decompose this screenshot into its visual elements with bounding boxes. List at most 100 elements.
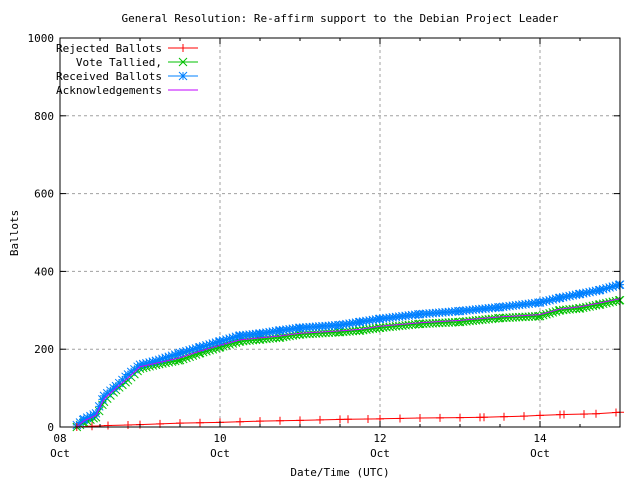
asterisk-marker [142,358,151,368]
legend-label: Acknowledgements [56,84,162,97]
plus-marker [124,420,132,429]
asterisk-marker [82,413,92,423]
asterisk-marker [542,296,551,306]
asterisk-marker [598,284,608,294]
y-tick-label: 800 [34,110,54,123]
plus-marker [436,413,444,422]
y-tick-label: 0 [47,421,54,434]
plus-marker [88,422,96,431]
asterisk-marker [161,353,170,363]
plus-marker [296,416,304,425]
x-marker [351,326,361,336]
asterisk-marker [551,294,561,304]
y-axis-label: Ballots [8,210,21,256]
plus-marker [364,414,372,423]
asterisk-marker [195,342,205,352]
asterisk-marker [135,360,145,370]
asterisk-marker [167,351,177,361]
x-tick-sublabel: Oct [50,447,70,460]
asterisk-marker [558,292,568,302]
x-marker [508,313,518,322]
asterisk-marker [231,332,241,342]
series-acknowledgements [76,298,621,428]
plus-marker [236,417,244,426]
plus-marker [592,409,600,418]
x-marker [514,312,524,322]
legend-label: Vote Tallied, [76,56,162,69]
asterisk-marker [215,337,225,346]
asterisk-marker [578,288,588,298]
plus-marker [104,421,112,430]
asterisk-marker [548,295,558,304]
x-marker [428,318,438,328]
plus-marker [456,413,464,422]
x-tick-sublabel: Oct [210,447,230,460]
plus-marker [316,415,324,424]
x-marker [415,319,425,329]
asterisk-marker [205,340,214,349]
x-tick-label: 12 [373,432,386,445]
asterisk-marker [565,291,574,301]
x-marker [511,312,521,322]
plus-marker [416,414,424,423]
x-tick-sublabel: Oct [530,447,550,460]
grid [60,38,620,427]
asterisk-marker [182,346,191,356]
ticks: 0 200 400 600 800 1000 08 Oct 10 Oct 12 Oct 14 Oct [28,32,620,460]
asterisk-marker [575,289,585,299]
asterisk-marker [535,298,545,307]
x-marker [545,308,554,318]
x-marker [498,313,508,323]
asterisk-marker [138,359,148,369]
asterisk-marker [605,283,614,292]
plus-marker [344,415,352,424]
x-marker [495,313,505,323]
y-tick-label: 1000 [28,32,55,45]
asterisk-marker [86,411,95,421]
x-marker [548,308,558,317]
asterisk-marker [89,410,98,419]
legend-label: Received Ballots [56,70,162,83]
x-tick-label: 08 [53,432,66,445]
asterisk-marker [154,355,164,365]
asterisk-marker [222,335,231,344]
asterisk-marker [191,344,201,353]
asterisk-marker [211,338,221,347]
asterisk-marker [228,333,238,343]
x-marker [444,318,454,327]
x-marker [571,304,581,314]
x-marker [422,319,431,328]
plus-marker [520,412,528,421]
asterisk-marker [545,295,554,305]
asterisk-marker [98,395,107,404]
asterisk-marker [198,341,208,351]
asterisk-marker [602,283,611,293]
x-tick-label: 14 [533,432,547,445]
plus-marker [560,410,568,419]
x-tick-sublabel: Oct [370,447,390,460]
plus-marker [536,411,544,420]
x-marker [431,318,441,328]
x-marker [438,318,447,328]
chart-title: General Resolution: Re-affirm support to… [121,12,558,25]
asterisk-marker [145,358,154,367]
x-marker [521,312,530,322]
x-marker [418,319,428,329]
asterisk-marker [555,293,565,303]
asterisk-marker [188,345,198,354]
x-marker [441,318,450,328]
asterisk-marker [175,348,185,358]
asterisk-marker [185,345,194,355]
x-marker [178,57,188,67]
x-marker [447,318,457,327]
asterisk-marker [178,347,188,357]
asterisk-marker [148,357,158,367]
series-group [72,280,625,432]
plus-marker [500,412,508,421]
y-tick-label: 400 [34,265,54,278]
plus-marker [179,44,187,52]
x-marker [354,326,364,335]
plus-marker [480,413,488,422]
asterisk-marker [202,341,211,350]
